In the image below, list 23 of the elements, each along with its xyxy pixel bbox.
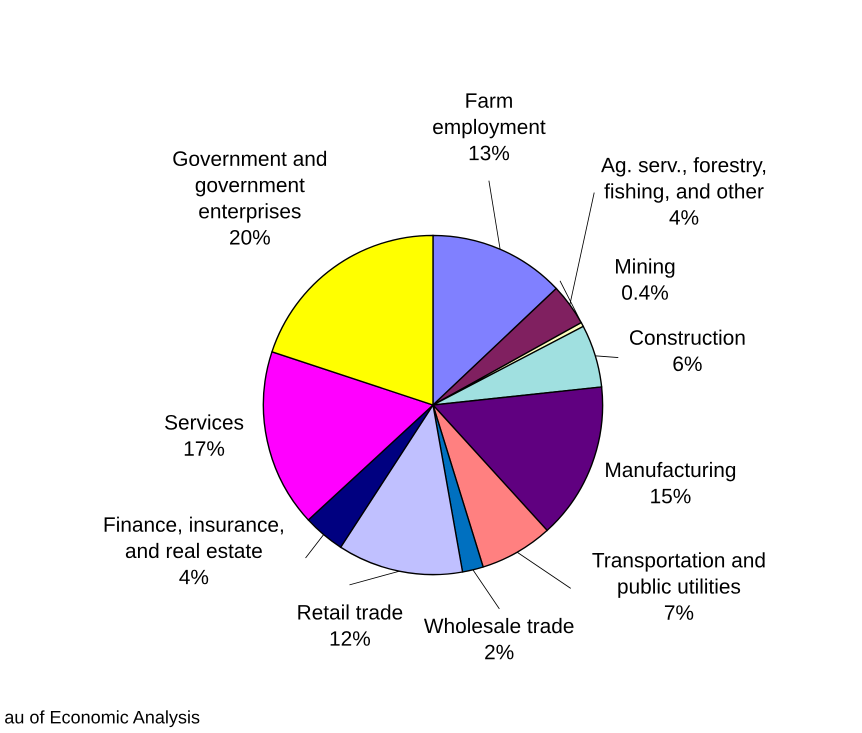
data-label: 7% — [664, 605, 694, 620]
slice-label: Manufacturing — [606, 462, 736, 482]
data-label: 20% — [230, 230, 270, 245]
data-label: 4% — [669, 210, 698, 225]
data-label: 13% — [470, 146, 510, 160]
data-label: 15% — [651, 488, 691, 504]
text: au of Economic Analysis — [5, 710, 200, 728]
slice-label: Government and government enterprises — [173, 150, 326, 223]
data-label: 2% — [485, 644, 514, 660]
slice-label: Mining — [616, 258, 674, 278]
data-label: 4% — [179, 570, 208, 584]
data-label: 17% — [184, 441, 224, 456]
slice-label: Services — [165, 414, 244, 430]
data-label: 6% — [673, 356, 702, 372]
slice-label: Ag. serv., forestry, fishing, and other — [601, 157, 766, 203]
data-label: 12% — [330, 631, 370, 646]
slice-label: Construction — [630, 330, 745, 345]
data-label: 0.4% — [622, 285, 668, 300]
slice-label: Transportation and public utilities — [592, 552, 765, 598]
slice-label: Farm employment — [433, 93, 546, 138]
slice-label: Finance, insurance, and real estate — [104, 516, 283, 558]
slice-label: Wholesale trade — [424, 618, 574, 634]
slice-label: Retail trade — [298, 604, 402, 620]
